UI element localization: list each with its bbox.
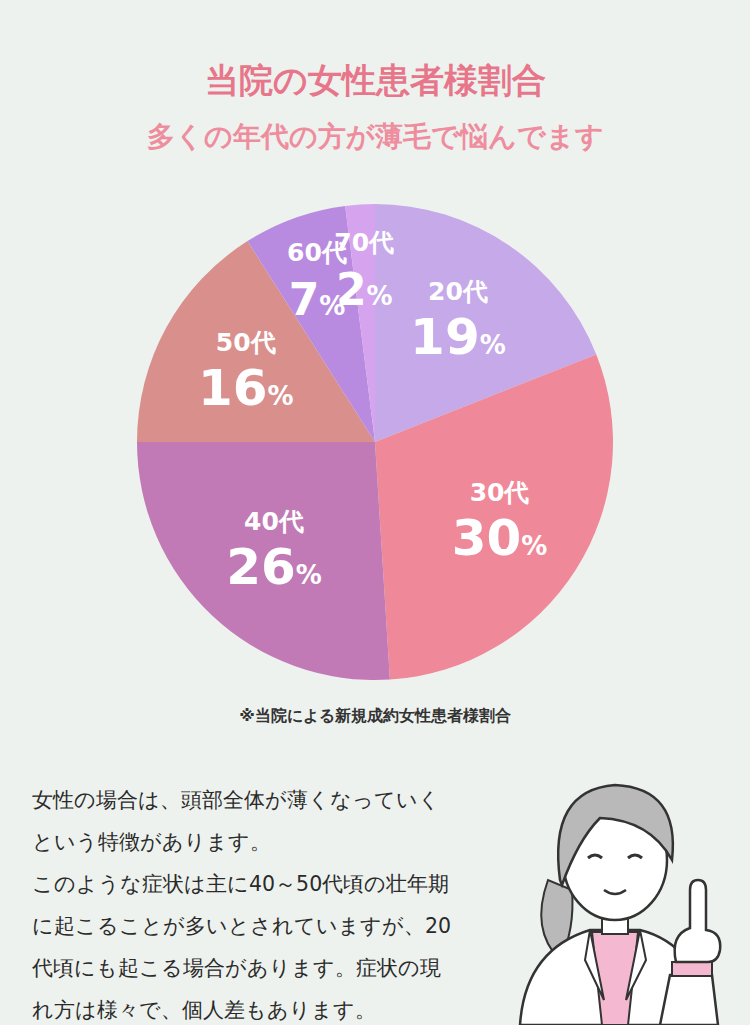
pie-slice — [375, 354, 613, 679]
eye-right — [628, 855, 642, 858]
mouth — [604, 890, 626, 894]
pie-slice — [137, 442, 390, 680]
category-label: 30代 — [470, 478, 530, 507]
background — [0, 0, 750, 1025]
category-label: 70代 — [334, 228, 394, 257]
body-line: 女性の場合は、頭部全体が薄くなっていく — [32, 788, 440, 812]
category-label: 50代 — [216, 328, 276, 357]
hair — [558, 785, 673, 885]
data-label: 26% — [226, 538, 322, 596]
data-label: 16% — [198, 359, 294, 417]
body-line: このような症状は主に40～50代頃の壮年期 — [32, 872, 449, 896]
page: 当院の女性患者様割合多くの年代の方が薄毛で悩んでます 20代19% 30代30% 40… — [0, 0, 750, 1025]
body-line: という特徴があります。 — [32, 830, 271, 854]
eye-left — [588, 855, 602, 858]
lapel-left — [585, 930, 604, 1000]
cuff — [672, 962, 712, 976]
body-text: 女性の場合は、頭部全体が薄くなっていくという特徴があります。このような症状は主に… — [31, 788, 451, 1022]
category-label: 20代 — [428, 277, 488, 306]
data-label: 19% — [410, 308, 506, 366]
body-line: れ方は様々で、個人差もあります。 — [32, 998, 376, 1022]
body-line: 代頃にも起こる場合があります。症状の現 — [31, 956, 441, 980]
category-label: 40代 — [244, 507, 304, 536]
pie — [137, 204, 613, 680]
subtitle: 多くの年代の方が薄毛で悩んでます — [147, 120, 604, 153]
hand — [675, 880, 721, 962]
doctor-illustration — [520, 785, 720, 1025]
lapel-right — [626, 930, 646, 1000]
chart-svg: 当院の女性患者様割合多くの年代の方が薄毛で悩んでます 20代19% 30代30% 40… — [0, 0, 750, 1025]
footnote: ※当院による新規成約女性患者様割合 — [239, 706, 511, 725]
title: 当院の女性患者様割合 — [205, 60, 546, 100]
body-line: に起こることが多いとされていますが、20 — [32, 914, 451, 938]
data-label: 2% — [336, 264, 393, 315]
data-label: 30% — [452, 509, 548, 567]
sleeve — [660, 975, 718, 1025]
slice-labels: 20代19%30代30%40代26%50代16%60代7%70代2% — [198, 228, 548, 596]
